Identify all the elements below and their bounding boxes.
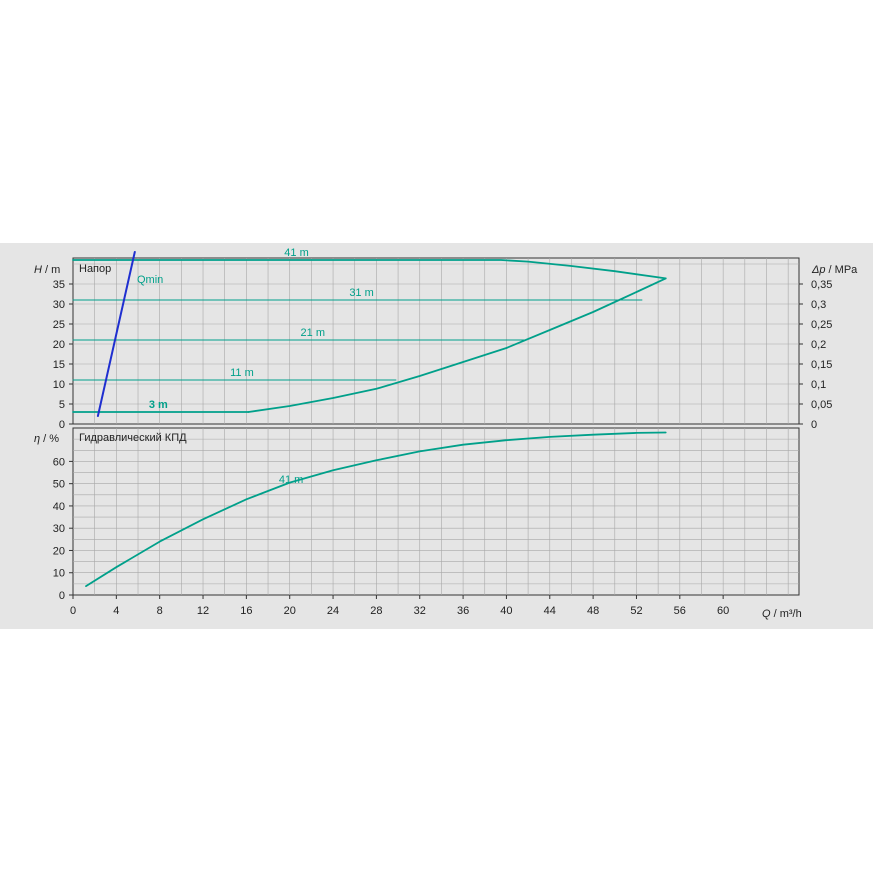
qmin-label: Qmin: [137, 274, 163, 286]
head-tick-label: 5: [59, 399, 65, 411]
flow-tick-label: 36: [457, 605, 469, 617]
curve-label-31m: 31 m: [349, 287, 373, 299]
flow-tick-label: 60: [717, 605, 729, 617]
curve-label-41m-head: 41 m: [284, 247, 308, 259]
pressure-tick-label: 0,05: [811, 399, 832, 411]
efficiency-curve-41m: [85, 431, 667, 588]
flow-tick-label: 40: [500, 605, 512, 617]
pressure-axis-title: Δp / MPa: [811, 264, 858, 276]
curve-label-3m: 3 m: [149, 399, 168, 411]
flow-tick-label: 52: [630, 605, 642, 617]
flow-tick-label: 20: [284, 605, 296, 617]
efficiency-plot-area: [72, 427, 800, 596]
axis-ticks: 0 5 10 15 20 25 30 35 0 0,05 0,1 0,15 0,2 0,25 0,3 0,35…: [53, 279, 833, 617]
flow-tick-label: 48: [587, 605, 599, 617]
flow-tick-label: 24: [327, 605, 339, 617]
head-plot-area: [72, 257, 800, 425]
flow-tick-label: 8: [157, 605, 163, 617]
grid-lines: [73, 258, 799, 595]
pressure-tick-label: 0,1: [811, 379, 826, 391]
head-curve-41m: [72, 259, 667, 280]
series-lines: [72, 251, 667, 588]
head-panel-title: Напор: [79, 263, 111, 275]
head-tick-label: 25: [53, 319, 65, 331]
head-tick-label: 10: [53, 379, 65, 391]
efficiency-tick-label: 0: [59, 590, 65, 602]
flow-tick-label: 16: [240, 605, 252, 617]
curve-label-41m-efficiency: 41 m: [279, 474, 303, 486]
head-axis-title: H / m: [34, 264, 60, 276]
efficiency-axis-title: η / %: [34, 433, 59, 445]
efficiency-tick-label: 60: [53, 456, 65, 468]
flow-tick-label: 44: [544, 605, 556, 617]
pressure-tick-label: 0,3: [811, 299, 826, 311]
flow-tick-label: 12: [197, 605, 209, 617]
pressure-tick-label: 0,2: [811, 339, 826, 351]
curve-label-21m: 21 m: [301, 327, 325, 339]
head-tick-label: 35: [53, 279, 65, 291]
head-tick-label: 15: [53, 359, 65, 371]
flow-tick-label: 56: [674, 605, 686, 617]
qmin-line: [96, 251, 136, 417]
flow-tick-label: 4: [113, 605, 119, 617]
head-tick-label: 0: [59, 419, 65, 431]
efficiency-panel-title: Гидравлический КПД: [79, 432, 187, 444]
flow-tick-label: 32: [414, 605, 426, 617]
curve-label-11m: 11 m: [230, 367, 254, 379]
efficiency-tick-label: 40: [53, 501, 65, 513]
efficiency-tick-label: 10: [53, 568, 65, 580]
efficiency-tick-label: 20: [53, 545, 65, 557]
chart-panel: 0 5 10 15 20 25 30 35 0 0,05 0,1 0,15 0,2 0,25 0,3 0,35…: [0, 243, 873, 629]
efficiency-tick-label: 30: [53, 523, 65, 535]
pressure-tick-label: 0: [811, 419, 817, 431]
pressure-tick-label: 0,35: [811, 279, 832, 291]
flow-tick-label: 0: [70, 605, 76, 617]
pressure-tick-label: 0,25: [811, 319, 832, 331]
flow-axis-title: Q / m³/h: [762, 608, 802, 620]
head-tick-label: 30: [53, 299, 65, 311]
efficiency-tick-label: 50: [53, 479, 65, 491]
system-curve: [247, 277, 667, 413]
pump-curve-chart: 0 5 10 15 20 25 30 35 0 0,05 0,1 0,15 0,2 0,25 0,3 0,35…: [34, 247, 858, 620]
flow-tick-label: 28: [370, 605, 382, 617]
pressure-tick-label: 0,15: [811, 359, 832, 371]
head-tick-label: 20: [53, 339, 65, 351]
